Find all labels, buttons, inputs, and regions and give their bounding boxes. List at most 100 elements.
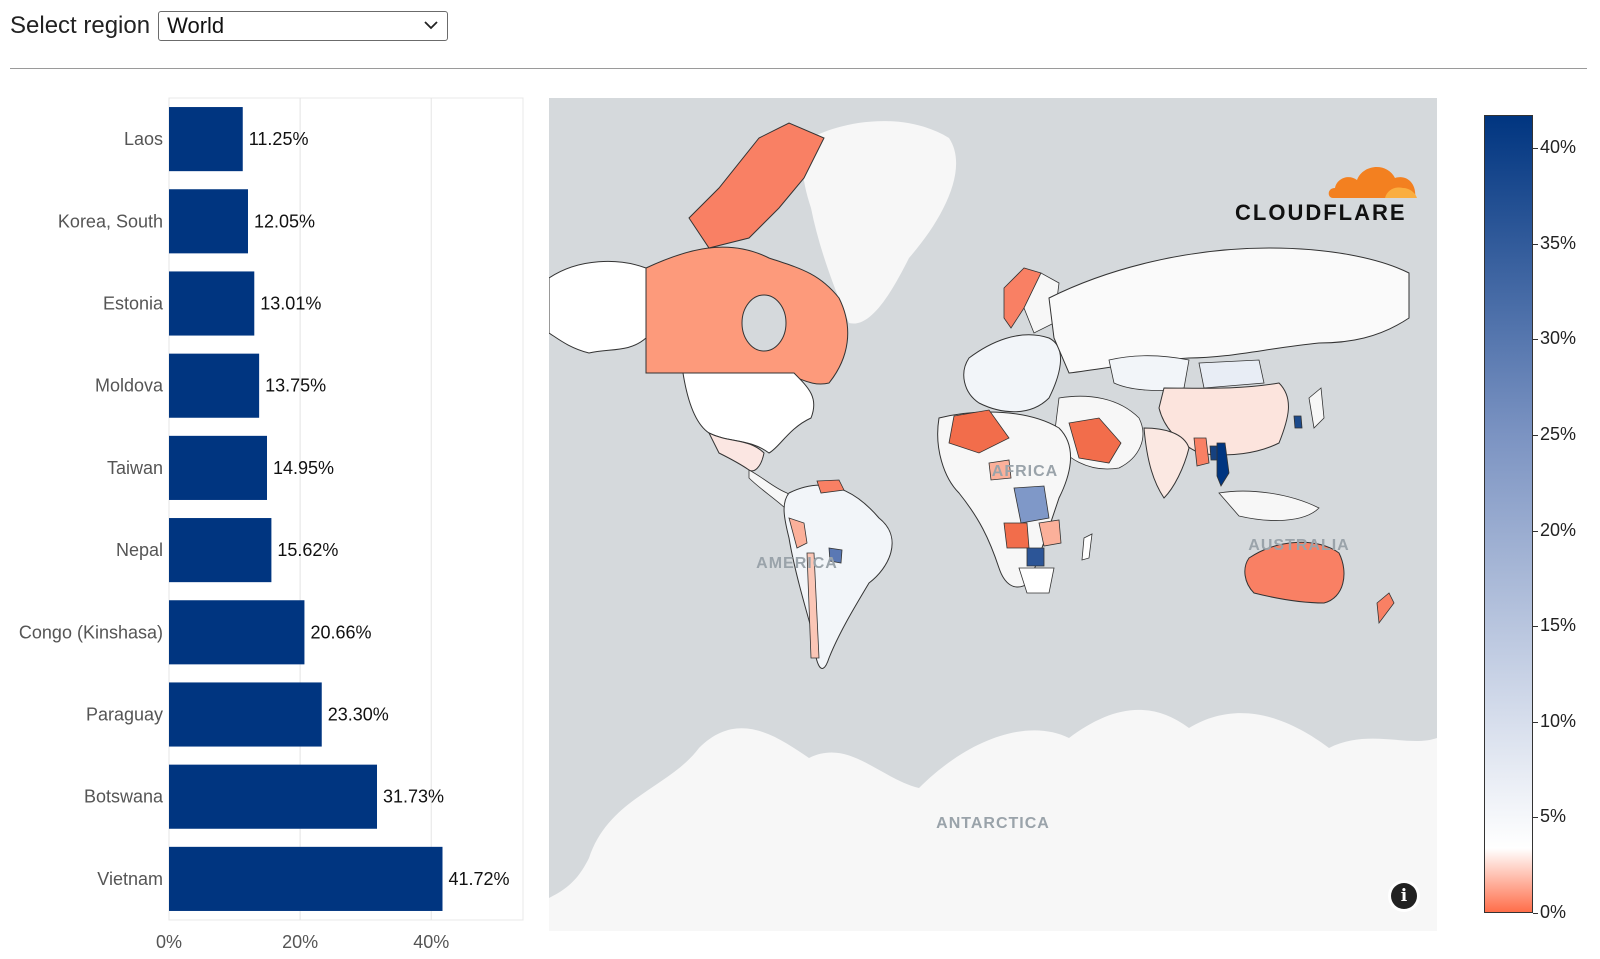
category-label: Taiwan xyxy=(107,458,163,478)
region-label: Select region xyxy=(10,12,151,39)
country-russia xyxy=(1048,247,1410,374)
legend-tick-mark xyxy=(1533,148,1538,149)
cloudflare-logo: CLOUDFLARE xyxy=(1235,158,1425,228)
country-india xyxy=(1143,427,1190,499)
bar[interactable] xyxy=(169,764,378,829)
bar[interactable] xyxy=(169,600,305,665)
country-peru xyxy=(788,517,808,549)
country-mongolia xyxy=(1198,359,1265,389)
cloudflare-wordmark: CLOUDFLARE xyxy=(1235,200,1407,225)
land-south-america xyxy=(783,484,893,669)
country-south-africa xyxy=(1018,567,1055,594)
legend-tick-label: 10% xyxy=(1540,710,1577,731)
value-label: 23.30% xyxy=(328,705,389,725)
legend-tick-mark xyxy=(1533,913,1538,914)
category-label: Korea, South xyxy=(58,211,163,231)
country-kazakhstan xyxy=(1108,355,1190,391)
bar[interactable] xyxy=(169,271,255,336)
country-angola xyxy=(1003,522,1030,549)
bar[interactable] xyxy=(169,682,322,747)
legend-tick-label: 30% xyxy=(1540,328,1577,349)
map-canvas: AMERICA AFRICA AUSTRALIA ANTARCTICA xyxy=(549,121,1437,931)
legend-tick-label: 15% xyxy=(1540,615,1577,636)
land-europe xyxy=(963,334,1062,413)
country-myanmar xyxy=(1193,437,1210,467)
country-botswana xyxy=(1026,547,1045,567)
value-label: 13.01% xyxy=(260,294,321,314)
country-paraguay xyxy=(828,547,843,564)
country-new-zealand xyxy=(1376,592,1395,625)
country-korea-south xyxy=(1293,415,1303,429)
category-label: Estonia xyxy=(103,294,164,314)
country-saudi-arabia xyxy=(1068,417,1122,464)
cloud-icon xyxy=(1328,166,1417,198)
value-label: 12.05% xyxy=(254,211,315,231)
country-mexico xyxy=(707,431,765,472)
category-label: Paraguay xyxy=(86,705,163,725)
bar[interactable] xyxy=(169,189,248,254)
country-nigeria xyxy=(988,459,1012,481)
value-label: 31.73% xyxy=(383,787,444,807)
legend-tick-label: 40% xyxy=(1540,137,1577,157)
category-label: Nepal xyxy=(116,540,163,560)
legend-tick-label: 5% xyxy=(1540,806,1567,827)
region-select-value: World xyxy=(167,13,225,38)
world-map[interactable]: AMERICA AFRICA AUSTRALIA ANTARCTICA CLOU… xyxy=(549,98,1437,931)
bar[interactable] xyxy=(169,353,260,418)
land-alaska xyxy=(549,261,647,354)
country-algeria xyxy=(948,409,1010,454)
value-label: 15.62% xyxy=(277,540,338,560)
map-label-antarctica: ANTARCTICA xyxy=(936,815,1050,832)
x-tick-label: 0% xyxy=(156,932,182,952)
value-label: 14.95% xyxy=(273,458,334,478)
country-venezuela xyxy=(816,479,845,494)
chevron-down-icon xyxy=(424,21,438,30)
map-label-africa: AFRICA xyxy=(992,463,1058,480)
category-label: Botswana xyxy=(84,787,164,807)
legend-tick-mark xyxy=(1533,721,1538,723)
region-selector: Select region World xyxy=(10,10,449,42)
x-tick-label: 40% xyxy=(413,932,449,952)
category-label: Vietnam xyxy=(97,869,163,889)
legend-tick-mark xyxy=(1533,817,1538,819)
legend-tick-mark xyxy=(1533,626,1538,628)
legend-tick-label: 25% xyxy=(1540,423,1577,444)
value-label: 20.66% xyxy=(310,622,371,642)
value-label: 13.75% xyxy=(265,376,326,396)
value-label: 11.25% xyxy=(249,129,309,149)
country-usa xyxy=(682,372,815,454)
legend-tick-mark xyxy=(1533,243,1538,245)
country-japan xyxy=(1308,387,1325,429)
land-se-asia-islands xyxy=(1218,490,1320,521)
land-antarctica xyxy=(549,709,1437,931)
bar[interactable] xyxy=(169,107,243,172)
country-chile xyxy=(806,552,820,659)
land-greenland xyxy=(802,121,957,324)
map-label-america: AMERICA xyxy=(756,555,838,572)
country-madagascar xyxy=(1081,533,1093,561)
legend-tick-mark xyxy=(1533,530,1538,532)
bar-chart: 0% 20% 40% Laos 11.25% Korea, South 12.05% Esto… xyxy=(19,97,524,952)
bar[interactable] xyxy=(169,518,272,583)
map-label-australia: AUSTRALIA xyxy=(1248,537,1349,554)
bar[interactable] xyxy=(169,846,443,911)
hudson-bay xyxy=(741,294,787,352)
category-label: Congo (Kinshasa) xyxy=(19,622,163,642)
country-congo-kinshasa xyxy=(1013,485,1050,524)
info-icon[interactable]: i xyxy=(1391,883,1417,909)
legend-tick-label: 20% xyxy=(1540,519,1577,540)
country-canada-islands xyxy=(688,122,825,249)
bar[interactable] xyxy=(169,435,268,500)
country-zambia xyxy=(1038,519,1062,547)
category-label: Moldova xyxy=(95,376,164,396)
legend-tick-mark xyxy=(1533,339,1538,341)
value-label: 41.72% xyxy=(448,869,509,889)
region-select[interactable]: World xyxy=(158,11,449,41)
x-tick-label: 20% xyxy=(282,932,318,952)
country-vietnam xyxy=(1216,442,1230,487)
divider xyxy=(10,68,1587,69)
legend-tick-mark xyxy=(1533,434,1538,436)
country-australia xyxy=(1244,541,1345,604)
color-legend xyxy=(1484,115,1533,913)
legend-tick-label: 35% xyxy=(1540,232,1577,253)
